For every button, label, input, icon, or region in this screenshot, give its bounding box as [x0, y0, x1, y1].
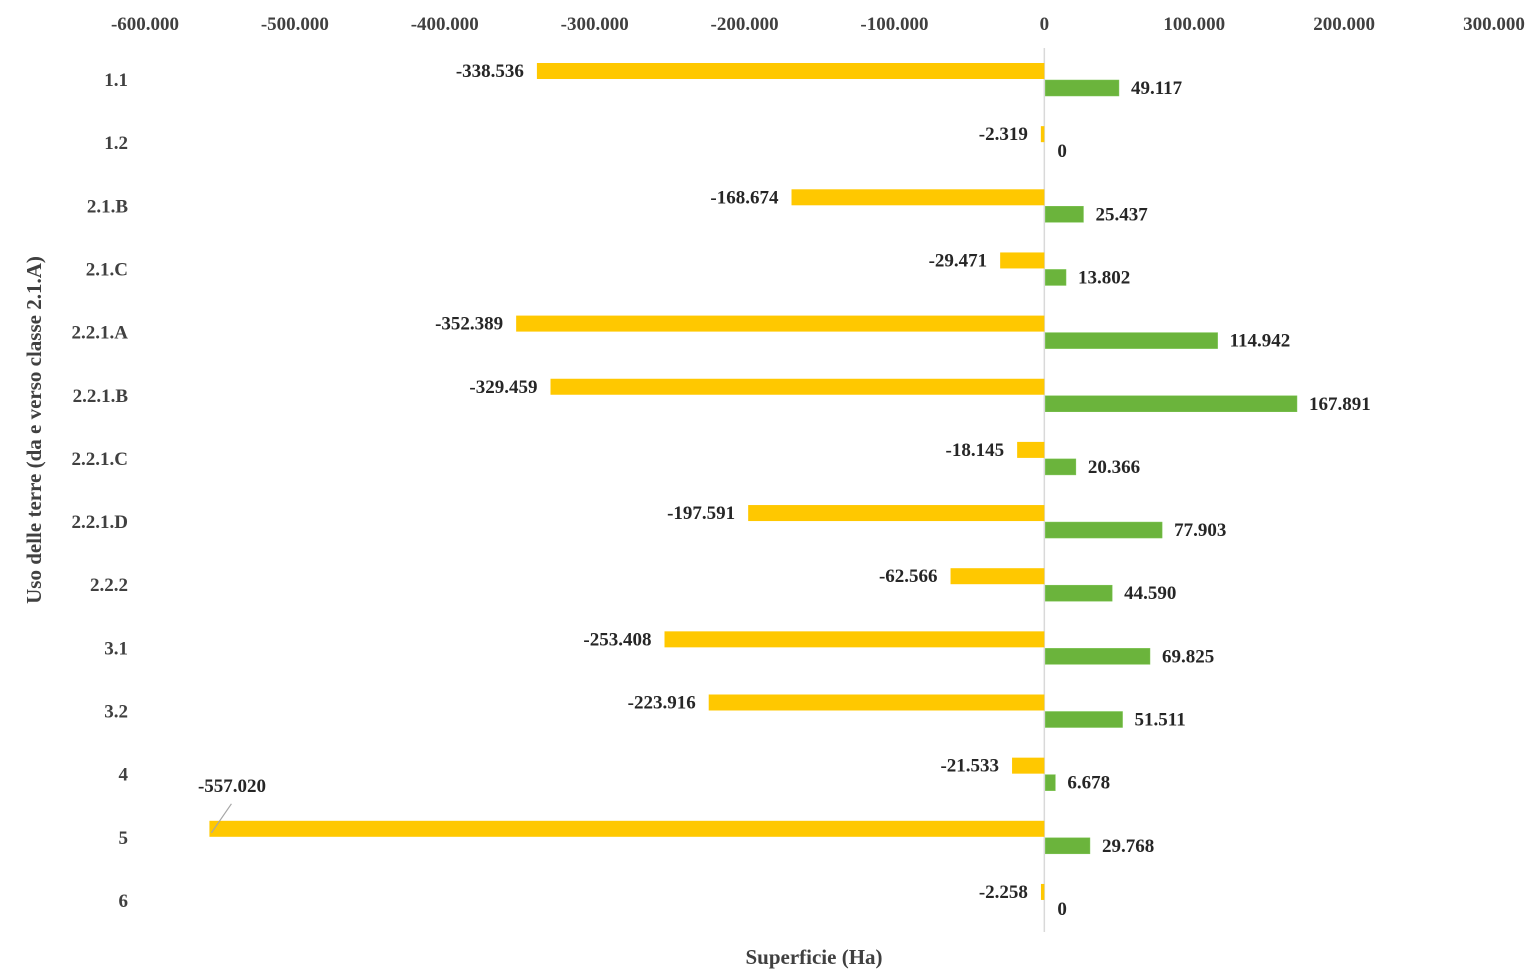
y-tick-label: 6 [119, 891, 129, 912]
bar-negative [1000, 252, 1045, 269]
x-tick-label: 0 [1040, 14, 1050, 35]
data-label-negative: -557.020 [198, 776, 266, 797]
y-tick-label: 1.1 [104, 70, 128, 91]
data-label-negative: -253.408 [583, 629, 651, 650]
bar-negative [1040, 126, 1045, 143]
data-label-negative: -352.389 [435, 314, 503, 335]
data-label-positive: 77.903 [1174, 520, 1226, 541]
bar-negative [516, 315, 1045, 332]
y-axis-title: Uso delle terre (da e verso classe 2.1.A… [22, 256, 46, 604]
y-tick-label: 2.2.1.D [72, 512, 128, 533]
data-label-negative: -168.674 [710, 187, 779, 208]
data-label-negative: -21.533 [940, 756, 999, 777]
x-tick-label: -300.000 [561, 14, 629, 35]
bar-negative [1012, 757, 1045, 774]
y-tick-label: 2.2.2 [90, 575, 128, 596]
bar-positive [1045, 458, 1077, 476]
data-label-positive: 20.366 [1088, 457, 1140, 478]
data-label-positive: 51.511 [1135, 710, 1186, 731]
data-label-positive: 0 [1057, 899, 1067, 920]
bar-positive [1045, 395, 1298, 412]
bars [209, 63, 1298, 900]
y-tick-label: 5 [119, 828, 129, 849]
data-label-positive: 69.825 [1162, 646, 1214, 667]
data-label-negative: -329.459 [469, 377, 537, 398]
data-label-positive: 49.117 [1131, 78, 1183, 99]
bar-positive [1045, 774, 1056, 791]
data-label-positive: 167.891 [1309, 394, 1371, 415]
data-label-positive: 6.678 [1067, 773, 1110, 794]
x-tick-label: -600.000 [111, 14, 179, 35]
bar-positive [1045, 711, 1123, 728]
bar-positive [1045, 648, 1151, 665]
data-label-positive: 29.768 [1102, 836, 1154, 857]
y-tick-label: 3.2 [104, 702, 128, 723]
y-tick-label: 2.2.1.A [72, 323, 129, 344]
x-axis-title: Superficie (Ha) [745, 945, 882, 969]
bar-negative [950, 568, 1045, 585]
data-label-positive: 114.942 [1230, 331, 1291, 352]
y-tick-label: 1.2 [104, 133, 128, 154]
data-label-negative: -62.566 [879, 566, 938, 587]
bar-negative [664, 631, 1045, 648]
y-tick-label: 3.1 [104, 638, 128, 659]
bar-negative [209, 820, 1045, 837]
x-tick-label: -500.000 [261, 14, 329, 35]
x-tick-label: 100.000 [1163, 14, 1225, 35]
data-labels: -338.536 49.117 -2.319 0 -168.674 25.437 -29.4… [198, 61, 1371, 920]
data-label-negative: -338.536 [456, 61, 524, 82]
bar-positive [1045, 206, 1084, 223]
y-tick-label: 2.1.B [87, 196, 129, 217]
x-tick-label: 300.000 [1463, 14, 1525, 35]
bar-positive [1045, 332, 1218, 349]
data-label-positive: 44.590 [1124, 583, 1176, 604]
leader-line [210, 803, 232, 834]
bar-negative [1040, 883, 1045, 900]
bar-negative [1017, 441, 1045, 458]
bar-positive [1045, 79, 1120, 97]
x-tick-label: 200.000 [1313, 14, 1375, 35]
data-label-negative: -2.319 [979, 124, 1028, 145]
bar-negative [708, 694, 1045, 711]
bar-negative [550, 378, 1045, 395]
data-label-positive: 13.802 [1078, 267, 1130, 288]
data-label-negative: -18.145 [946, 440, 1005, 461]
bar-positive [1045, 521, 1163, 539]
data-label-positive: 25.437 [1095, 204, 1148, 225]
data-label-positive: 0 [1057, 141, 1067, 162]
bar-positive [1045, 269, 1067, 286]
y-tick-label: 2.2.1.B [73, 386, 129, 407]
y-tick-label: 2.1.C [86, 259, 128, 280]
bar-negative [791, 189, 1045, 206]
y-tick-label: 4 [119, 765, 129, 786]
x-tick-label: -200.000 [711, 14, 779, 35]
data-label-negative: -197.591 [667, 503, 735, 524]
bar-negative [748, 505, 1045, 522]
bar-positive [1045, 837, 1091, 855]
data-label-negative: -223.916 [628, 693, 696, 714]
bar-positive [1045, 584, 1113, 602]
data-label-negative: -2.258 [979, 882, 1028, 903]
x-tick-label: -400.000 [411, 14, 479, 35]
x-axis-ticks: -600.000 -500.000 -400.000 -300.000 -200.000… [111, 14, 1525, 35]
x-tick-label: -100.000 [860, 14, 928, 35]
data-label-negative: -29.471 [929, 250, 988, 271]
y-axis-ticks: 1.1 1.2 2.1.B 2.1.C 2.2.1.A 2.2.1.B 2.2.1.C 2.2… [72, 70, 129, 912]
bar-negative [536, 63, 1045, 79]
y-tick-label: 2.2.1.C [72, 449, 128, 470]
